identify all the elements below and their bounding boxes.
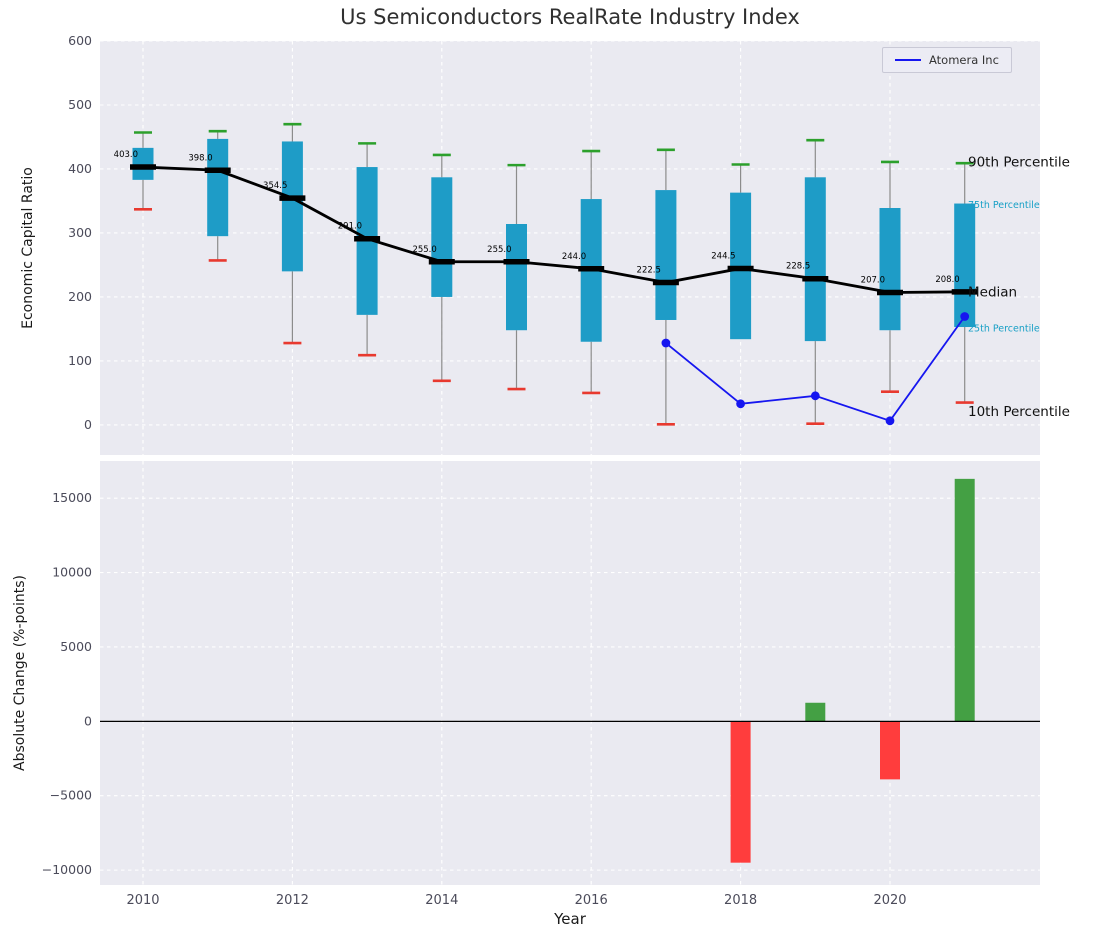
atomera-point-2017 [661, 338, 671, 348]
bar-2021 [954, 478, 975, 722]
legend-label: Atomera Inc [929, 53, 999, 67]
atomera-point-2018 [736, 399, 745, 409]
atomera-point-2021 [960, 312, 970, 321]
annotation-90th-percentile: 90th Percentile [968, 155, 1070, 171]
bottom-ytick-label: 0 [84, 713, 92, 728]
median-value-label-2019: 228.5 [786, 262, 810, 272]
median-value-label-2013: 291.0 [338, 222, 362, 232]
bar-2020 [880, 721, 900, 780]
xtick-label-2020: 2020 [873, 893, 906, 908]
xtick-label-2016: 2016 [575, 893, 608, 908]
median-value-label-2011: 398.0 [188, 153, 212, 163]
median-value-label-2016: 244.0 [562, 252, 586, 262]
xtick-label-2014: 2014 [425, 893, 458, 908]
median-value-label-2014: 255.0 [412, 245, 436, 255]
legend: Atomera Inc [882, 47, 1012, 73]
x-axis-label: Year [554, 910, 586, 928]
bottom-y-axis-label: Absolute Change (%-points) [12, 575, 28, 771]
box-2010 [132, 147, 154, 180]
annotation-25th-percentile: 25th Percentile [968, 324, 1040, 335]
annotation-10th-percentile: 10th Percentile [968, 404, 1070, 420]
bar-2019 [805, 702, 826, 722]
box-2015 [506, 224, 527, 331]
xtick-label-2018: 2018 [724, 893, 757, 908]
top-ytick-label: 200 [68, 289, 92, 304]
median-value-label-2018: 244.5 [711, 251, 735, 261]
median-value-label-2021: 208.0 [935, 275, 959, 285]
chart-title: Us Semiconductors RealRate Industry Inde… [340, 5, 800, 29]
xtick-label-2010: 2010 [126, 893, 159, 908]
bottom-ytick-label: 15000 [52, 490, 92, 505]
top-ytick-label: 400 [68, 161, 92, 176]
box-2017 [655, 190, 677, 320]
median-value-label-2015: 255.0 [487, 245, 511, 255]
bar-2018 [730, 721, 751, 863]
top-ytick-label: 100 [68, 353, 92, 368]
median-value-label-2017: 222.5 [637, 266, 661, 276]
top-ytick-label: 300 [68, 225, 92, 240]
median-value-label-2010: 403.0 [114, 150, 138, 160]
box-2011 [207, 138, 229, 237]
box-2012 [281, 141, 303, 272]
bottom-ytick-label: 10000 [52, 565, 92, 580]
box-2020 [879, 208, 901, 331]
median-value-label-2012: 354.5 [263, 181, 287, 191]
bottom-ytick-label: −10000 [42, 862, 92, 877]
annotation-median: Median [968, 284, 1017, 300]
xtick-label-2012: 2012 [276, 893, 309, 908]
median-value-label-2020: 207.0 [861, 275, 885, 285]
legend-line-icon [895, 59, 921, 61]
top-ytick-label: 600 [68, 33, 92, 48]
top-ytick-label: 0 [84, 417, 92, 432]
box-2019 [804, 177, 826, 342]
atomera-point-2019 [810, 391, 820, 401]
bottom-ytick-label: 5000 [60, 639, 92, 654]
annotation-75th-percentile: 75th Percentile [968, 200, 1040, 211]
bottom-panel-background [100, 461, 1040, 885]
top-y-axis-label: Economic Capital Ratio [20, 167, 36, 329]
box-2014 [431, 177, 453, 297]
box-2021 [954, 203, 976, 328]
bottom-ytick-label: −5000 [50, 788, 92, 803]
atomera-point-2020 [885, 416, 895, 426]
top-ytick-label: 500 [68, 97, 92, 112]
